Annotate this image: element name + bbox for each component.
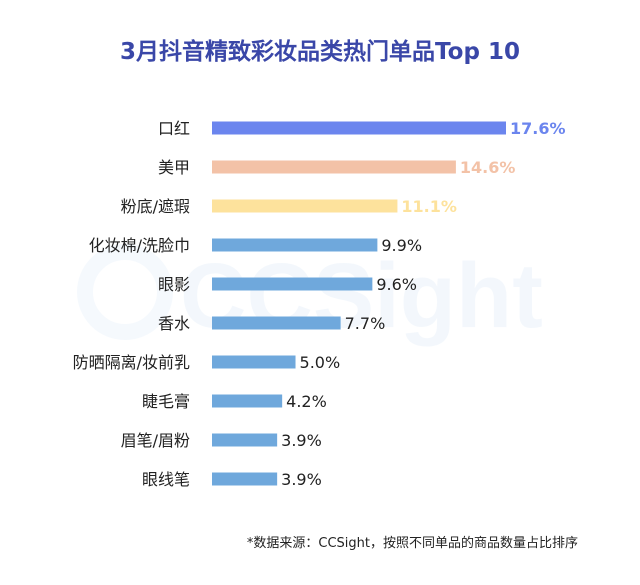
category-label: 眉笔/眉粉 [121, 431, 190, 450]
bar [212, 160, 456, 174]
bar [212, 472, 278, 486]
watermark-text: CCSight [180, 245, 543, 347]
value-label: 3.9% [281, 470, 322, 489]
ccsight-watermark: CCSight [77, 244, 543, 347]
category-label: 香水 [158, 314, 190, 333]
value-label: 4.2% [286, 392, 327, 411]
value-label: 5.0% [300, 353, 341, 372]
value-label: 7.7% [345, 314, 386, 333]
value-label: 3.9% [281, 431, 322, 450]
value-label: 14.6% [460, 158, 516, 177]
chart-title: 3月抖音精致彩妆品类热门单品Top 10 [120, 39, 520, 65]
category-label: 美甲 [158, 158, 190, 177]
bar [212, 394, 283, 408]
bar [212, 316, 341, 330]
category-label: 睫毛膏 [142, 392, 190, 411]
bar [212, 433, 278, 447]
category-label: 眼线笔 [142, 470, 190, 489]
data-source-footnote: *数据来源：CCSight，按照不同单品的商品数量占比排序 [246, 536, 578, 551]
value-label: 9.9% [381, 236, 422, 255]
category-label: 眼影 [158, 275, 190, 294]
value-label: 11.1% [401, 197, 457, 216]
bar [212, 238, 378, 252]
category-label: 口红 [158, 119, 190, 138]
watermark-logo-icon [77, 244, 173, 340]
category-label: 防晒隔离/妆前乳 [73, 353, 190, 372]
bar [212, 355, 296, 369]
category-label: 粉底/遮瑕 [121, 197, 190, 216]
bar [212, 277, 373, 291]
bar [212, 121, 506, 135]
bar [212, 199, 398, 213]
value-label: 9.6% [376, 275, 417, 294]
value-label: 17.6% [510, 119, 566, 138]
category-label: 化妆棉/洗脸巾 [89, 236, 190, 255]
